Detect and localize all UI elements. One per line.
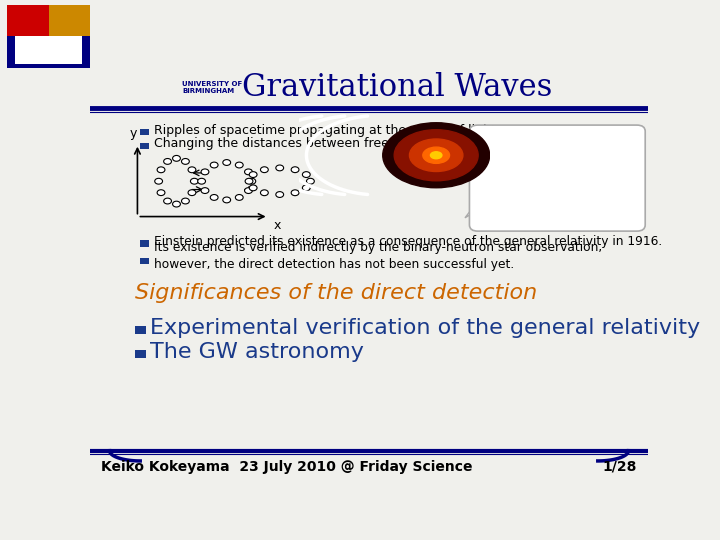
Circle shape: [157, 167, 165, 173]
Circle shape: [222, 197, 230, 203]
Circle shape: [302, 172, 310, 178]
Text: Gravitational Waves: Gravitational Waves: [242, 72, 552, 103]
Circle shape: [410, 139, 463, 172]
Text: The GW astronomy: The GW astronomy: [150, 342, 364, 362]
Circle shape: [155, 178, 163, 184]
Circle shape: [291, 190, 299, 195]
Text: Einstein predicted its existence as a consequence of the general relativity in 1: Einstein predicted its existence as a co…: [154, 235, 662, 248]
Circle shape: [198, 178, 205, 184]
Bar: [49, 5, 90, 36]
Circle shape: [276, 192, 284, 198]
Text: UNIVERSITY OF
BIRMINGHAM: UNIVERSITY OF BIRMINGHAM: [182, 81, 243, 94]
Bar: [140, 240, 149, 247]
Circle shape: [248, 178, 256, 184]
Circle shape: [431, 152, 442, 159]
Bar: [16, 36, 82, 64]
Circle shape: [276, 165, 284, 171]
Circle shape: [157, 190, 165, 195]
Circle shape: [181, 198, 189, 204]
Bar: [140, 143, 149, 149]
Text: y: y: [130, 127, 137, 140]
Circle shape: [383, 123, 490, 188]
Text: Its existence is verified indirectly by the binary-neutron star observation,
how: Its existence is verified indirectly by …: [154, 241, 603, 271]
Bar: [135, 349, 145, 358]
Circle shape: [261, 167, 269, 173]
Text: 1/28: 1/28: [603, 460, 637, 474]
Circle shape: [261, 190, 269, 195]
Circle shape: [235, 162, 243, 168]
Bar: [140, 258, 149, 265]
Circle shape: [163, 159, 171, 164]
Bar: [140, 129, 149, 136]
Text: Changing the distances between free particles.: Changing the distances between free part…: [154, 137, 451, 150]
Circle shape: [235, 194, 243, 200]
Circle shape: [188, 167, 196, 173]
Text: Ripples of spacetime propagating at the speed of light.: Ripples of spacetime propagating at the …: [154, 124, 500, 137]
Circle shape: [163, 198, 171, 204]
Circle shape: [245, 169, 253, 175]
Circle shape: [302, 185, 310, 191]
Circle shape: [173, 201, 181, 207]
Circle shape: [395, 130, 478, 181]
Circle shape: [222, 160, 230, 165]
Text: Significances of the direct detection: Significances of the direct detection: [135, 284, 537, 303]
Circle shape: [291, 167, 299, 173]
Circle shape: [190, 178, 198, 184]
Circle shape: [188, 190, 196, 195]
Circle shape: [249, 172, 257, 178]
Circle shape: [210, 194, 218, 200]
Circle shape: [245, 178, 253, 184]
FancyBboxPatch shape: [469, 125, 645, 231]
Circle shape: [307, 178, 315, 184]
Circle shape: [423, 147, 449, 164]
Text: x: x: [274, 219, 282, 232]
Polygon shape: [465, 201, 478, 218]
Text: Coalescences of
neutron star
binaries, Supernova,
BH coalescences,
etc.: Coalescences of neutron star binaries, S…: [486, 138, 608, 220]
Circle shape: [210, 162, 218, 168]
Text: Experimental verification of the general relativity: Experimental verification of the general…: [150, 318, 701, 338]
Circle shape: [201, 169, 209, 175]
Circle shape: [181, 159, 189, 164]
Bar: [7, 36, 90, 68]
Circle shape: [173, 156, 181, 161]
Circle shape: [201, 188, 209, 193]
Bar: [135, 326, 145, 334]
Circle shape: [245, 188, 253, 193]
Text: Keiko Kokeyama  23 July 2010 @ Friday Science: Keiko Kokeyama 23 July 2010 @ Friday Sci…: [101, 460, 472, 474]
Circle shape: [249, 185, 257, 191]
Bar: [7, 5, 49, 36]
